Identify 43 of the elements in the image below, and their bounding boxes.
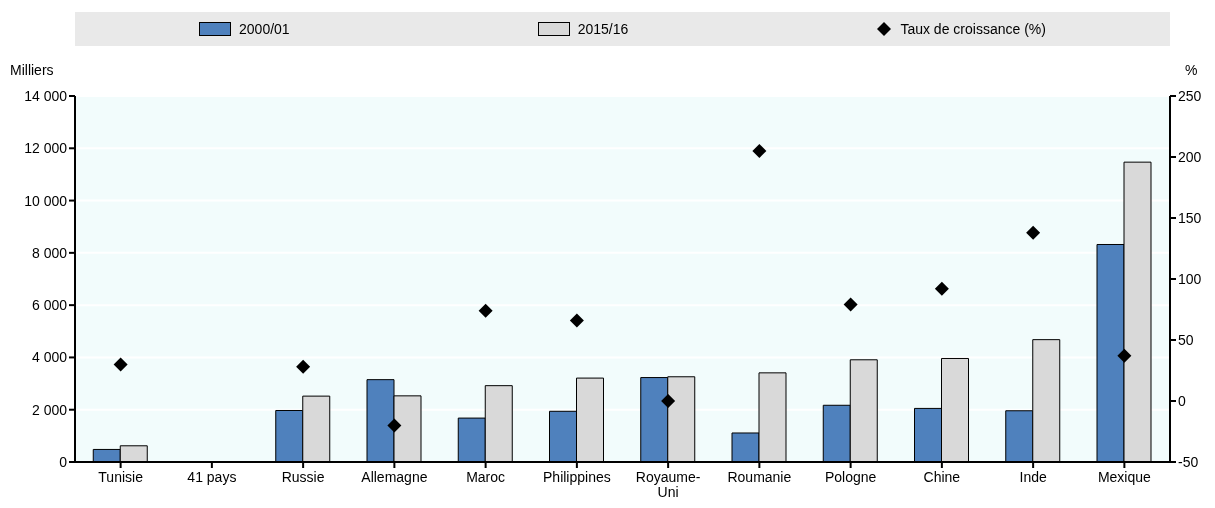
y2-tick-label: 200 bbox=[1178, 148, 1202, 165]
point bbox=[843, 297, 858, 312]
legend-label: 2015/16 bbox=[577, 21, 629, 37]
x-tick-label: Allemagne bbox=[361, 469, 428, 485]
point bbox=[1117, 348, 1132, 363]
x-tick-label: Royaume-Uni bbox=[635, 469, 701, 500]
y-tick-label: 0 bbox=[59, 453, 68, 470]
legend-label: Taux de croissance (%) bbox=[900, 21, 1046, 37]
x-tick-label: 41 pays bbox=[187, 469, 237, 485]
x-tick-label: Pologne bbox=[824, 469, 877, 485]
x-tick-label: Mexique bbox=[1097, 469, 1152, 485]
y2-tick-label: 150 bbox=[1178, 209, 1202, 226]
point bbox=[113, 357, 128, 372]
point bbox=[752, 143, 767, 158]
y-tick-label: 14 000 bbox=[24, 87, 68, 104]
point bbox=[569, 313, 584, 328]
y-tick-label: 2 000 bbox=[31, 401, 68, 418]
y-tick-label: 6 000 bbox=[31, 297, 68, 314]
y2-axis-title: % bbox=[1185, 62, 1198, 78]
y-axis-title: Milliers bbox=[10, 62, 54, 78]
point bbox=[661, 394, 676, 408]
legend-label: 2000/01 bbox=[239, 21, 290, 37]
y-tick-label: 12 000 bbox=[24, 140, 68, 157]
x-tick-label: Tunisie bbox=[98, 469, 144, 485]
point bbox=[387, 418, 402, 433]
x-tick-label: Inde bbox=[1019, 469, 1047, 485]
y2-tick-label: -50 bbox=[1178, 453, 1199, 470]
x-tick-label: Russie bbox=[281, 469, 325, 485]
point bbox=[1026, 225, 1041, 240]
x-tick-label: Chine bbox=[923, 469, 961, 485]
x-tick-label: Philippines bbox=[543, 469, 611, 485]
y2-tick-label: 100 bbox=[1178, 270, 1202, 287]
point bbox=[296, 359, 311, 374]
y-tick-label: 4 000 bbox=[31, 349, 68, 366]
y2-tick-label: 50 bbox=[1178, 331, 1194, 348]
point bbox=[478, 303, 493, 318]
x-tick-label: Roumanie bbox=[727, 469, 792, 485]
y2-tick-label: 250 bbox=[1178, 87, 1202, 104]
x-tick-label: Maroc bbox=[466, 469, 506, 485]
y-tick-label: 10 000 bbox=[24, 192, 68, 209]
y2-tick-label: 0 bbox=[1178, 392, 1186, 409]
point bbox=[934, 281, 949, 296]
y-tick-label: 8 000 bbox=[31, 244, 68, 261]
